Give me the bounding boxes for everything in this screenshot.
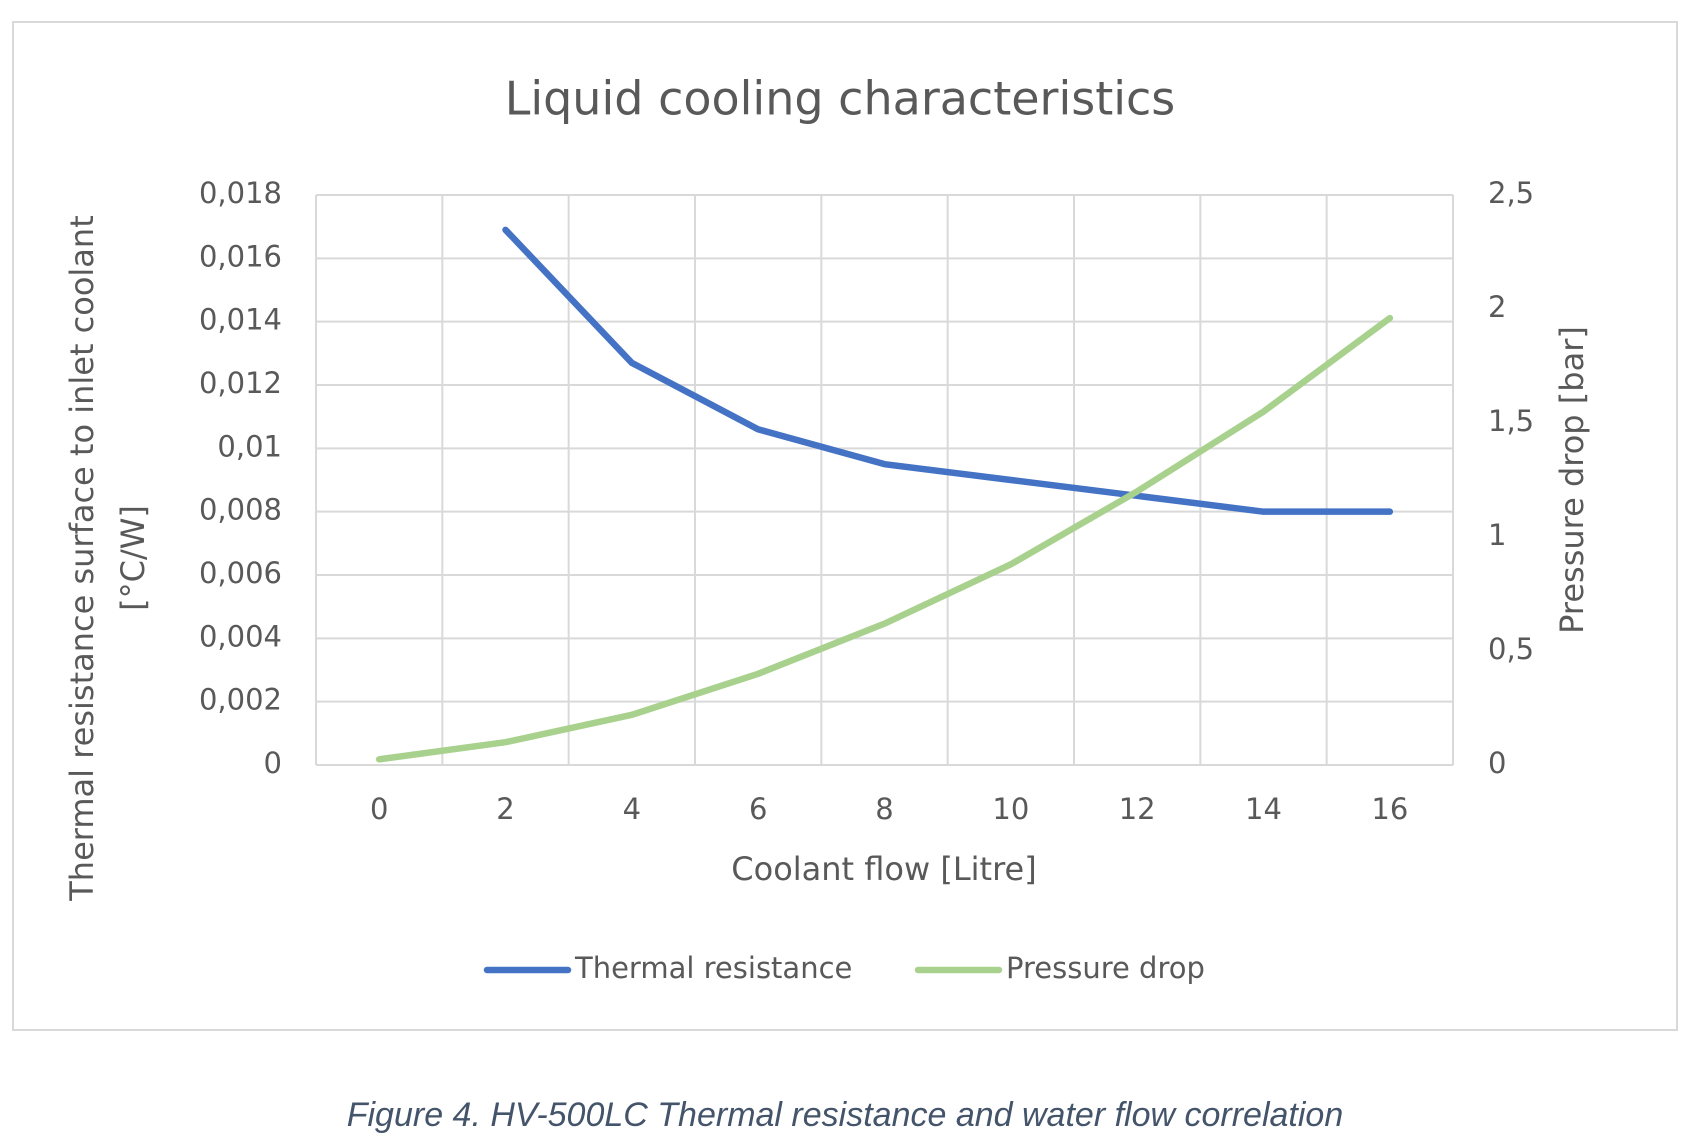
y2-tick-label: 0,5: [1488, 632, 1534, 666]
y-axis-title: Thermal resistance surface to inlet cool…: [63, 215, 101, 902]
y-tick-label: 0,008: [199, 493, 282, 527]
y2-tick-label: 0: [1488, 746, 1506, 780]
x-tick-label: 14: [1245, 792, 1282, 826]
y2-tick-label: 2,5: [1488, 176, 1534, 210]
y2-tick-label: 1: [1488, 518, 1506, 552]
y-tick-label: 0,002: [199, 683, 282, 717]
x-tick-label: 0: [370, 792, 388, 826]
y-tick-label: 0: [264, 746, 282, 780]
x-tick-label: 4: [623, 792, 641, 826]
x-axis-title: Coolant flow [Litre]: [731, 850, 1036, 888]
y-tick-label: 0,004: [199, 619, 282, 653]
y-tick-label: 0,01: [217, 429, 282, 463]
y2-tick-label: 1,5: [1488, 404, 1534, 438]
x-tick-label: 12: [1119, 792, 1156, 826]
y-tick-label: 0,012: [199, 366, 282, 400]
chart-frame: [12, 21, 1678, 1031]
x-tick-label: 2: [496, 792, 514, 826]
data-line: [502, 226, 1394, 515]
y2-axis-title: Pressure drop [bar]: [1553, 326, 1591, 634]
y-tick-label: 0,018: [199, 176, 282, 210]
data-line: [375, 314, 1394, 763]
y-tick-label: 0,016: [199, 239, 282, 273]
x-tick-label: 10: [992, 792, 1029, 826]
y2-tick-label: 2: [1488, 290, 1506, 324]
y-tick-label: 0,006: [199, 556, 282, 590]
chart-title: Liquid cooling characteristics: [505, 72, 1176, 126]
y-axis-title: [°C/W]: [114, 505, 152, 611]
legend-label: Thermal resistance: [574, 951, 852, 985]
x-tick-label: 8: [875, 792, 893, 826]
y-tick-label: 0,014: [199, 303, 282, 337]
x-tick-label: 6: [749, 792, 767, 826]
figure-caption: Figure 4. HV-500LC Thermal resistance an…: [347, 1096, 1344, 1134]
x-tick-label: 16: [1371, 792, 1408, 826]
legend-label: Pressure drop: [1006, 951, 1205, 985]
